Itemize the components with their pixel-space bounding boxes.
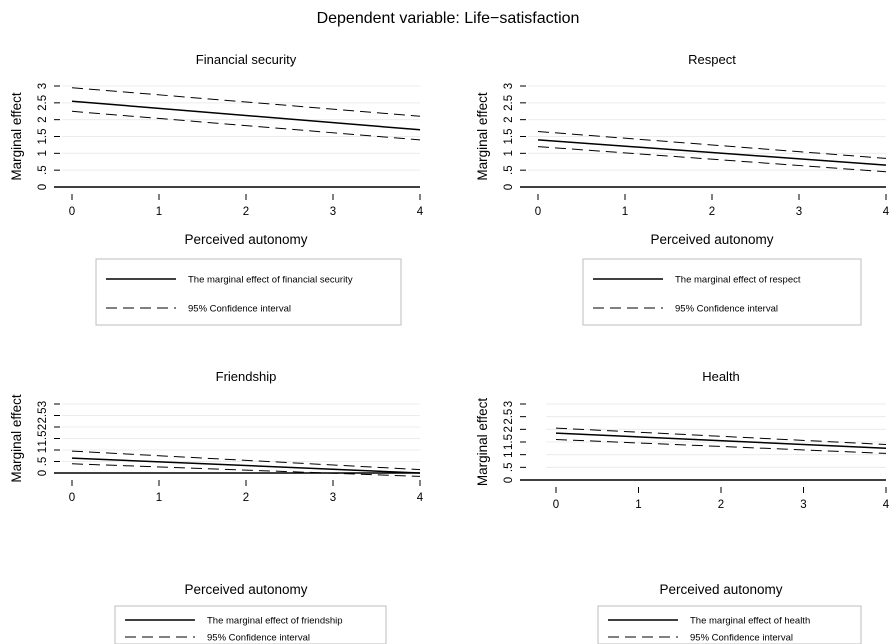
legend-box: [95, 258, 402, 326]
x-axis-title: Perceived autonomy: [650, 232, 773, 247]
x-tick-label: 3: [796, 206, 802, 218]
marginal-effect-line: [537, 139, 887, 166]
x-tick-label: 4: [883, 499, 890, 511]
y-tick-label: 1: [37, 150, 49, 156]
x-tick-label: 0: [69, 492, 75, 504]
x-tick-label: 1: [156, 206, 162, 218]
legend: The marginal effect of health 95% Confide…: [597, 605, 862, 644]
x-tick-label: 2: [709, 206, 715, 218]
y-axis-title: Marginal effect: [9, 394, 24, 483]
legend-label: The marginal effect of friendship: [207, 616, 343, 627]
y-tick-label: 0: [503, 477, 515, 483]
y-tick-label: 1.5: [503, 129, 515, 145]
y-tick-label: 0: [37, 470, 49, 476]
legend-label: 95% Confidence interval: [188, 304, 291, 315]
confidence-interval-line: [71, 450, 421, 471]
y-tick-label: 3: [503, 83, 515, 89]
x-tick-label: 0: [535, 206, 541, 218]
panel-respect: Respect 0 .5 1 1.5 2 2.5 3 Marginal effect 0 1 2 3 4 P…: [475, 52, 890, 326]
x-tick-label: 3: [800, 499, 806, 511]
panel-title: Friendship: [216, 369, 277, 384]
y-tick-label: 1.5: [503, 434, 515, 450]
legend-label: The marginal effect of health: [690, 616, 810, 627]
y-tick-label: 3: [37, 401, 49, 407]
panel-title: Health: [702, 369, 740, 384]
y-tick-label: .5: [503, 165, 515, 175]
y-tick-label: 1: [503, 451, 515, 457]
panel-title: Respect: [688, 52, 736, 67]
x-tick-label: 2: [243, 492, 249, 504]
y-tick-label: 2: [503, 426, 515, 432]
marginal-effect-line: [71, 457, 421, 474]
x-tick-label: 0: [69, 206, 75, 218]
marginal-effect-line: [71, 100, 421, 131]
legend: The marginal effect of friendship 95% Con…: [114, 605, 387, 644]
x-tick-label: 4: [883, 206, 890, 218]
x-axis-title: Perceived autonomy: [184, 232, 307, 247]
confidence-interval-line: [71, 87, 421, 117]
y-axis-title: Marginal effect: [475, 398, 490, 487]
y-tick-label: .5: [37, 165, 49, 175]
y-axis-title: Marginal effect: [475, 92, 490, 181]
y-tick-label: 1: [37, 447, 49, 453]
confidence-interval-line: [71, 110, 421, 141]
x-tick-label: 3: [330, 206, 336, 218]
x-axis-title: Perceived autonomy: [659, 582, 782, 597]
x-tick-label: 1: [156, 492, 162, 504]
y-tick-label: 2.5: [37, 408, 49, 424]
legend-box: [582, 258, 862, 326]
y-tick-label: 3: [503, 401, 515, 407]
y-tick-label: 0: [503, 184, 515, 190]
confidence-interval-line: [537, 131, 887, 159]
y-tick-label: .5: [503, 463, 515, 473]
y-tick-label: 2.5: [503, 409, 515, 425]
x-tick-label: 1: [635, 499, 641, 511]
y-tick-label: 2: [37, 424, 49, 430]
x-tick-label: 4: [417, 492, 424, 504]
legend-box: [114, 605, 387, 644]
figure-title: Dependent variable: Life−satisfaction: [317, 10, 580, 27]
legend-box: [597, 605, 862, 644]
x-tick-label: 0: [553, 499, 559, 511]
x-axis-title: Perceived autonomy: [184, 582, 307, 597]
legend: The marginal effect of respect 95% Confid…: [582, 258, 862, 326]
legend-label: 95% Confidence interval: [690, 633, 793, 644]
legend-label: The marginal effect of respect: [675, 275, 801, 286]
legend-label: The marginal effect of financial securit…: [188, 275, 353, 286]
y-tick-label: 2: [37, 116, 49, 122]
y-tick-label: .5: [37, 457, 49, 467]
confidence-interval-line: [555, 439, 887, 454]
y-tick-label: 1.5: [37, 431, 49, 447]
y-tick-label: 0: [37, 184, 49, 190]
panel-financial-security: Financial security 0 .5 1 1.5 2 2.5 3 Marginal e…: [9, 52, 424, 326]
x-tick-label: 1: [622, 206, 628, 218]
y-tick-label: 1.5: [37, 129, 49, 145]
y-tick-label: 3: [37, 83, 49, 89]
y-axis-title: Marginal effect: [9, 92, 24, 181]
x-tick-label: 4: [417, 206, 424, 218]
panel-title: Financial security: [196, 52, 297, 67]
legend-label: 95% Confidence interval: [675, 304, 778, 315]
x-tick-label: 3: [330, 492, 336, 504]
y-tick-label: 2: [503, 116, 515, 122]
y-tick-label: 1: [503, 150, 515, 156]
x-tick-label: 2: [718, 499, 724, 511]
marginal-effect-line: [555, 432, 887, 450]
confidence-interval-line: [537, 146, 887, 173]
x-tick-label: 2: [243, 206, 249, 218]
y-tick-label: 2.5: [503, 95, 515, 111]
y-tick-label: 2.5: [37, 95, 49, 111]
legend-label: 95% Confidence interval: [207, 633, 310, 644]
confidence-interval-line: [555, 427, 887, 445]
legend: The marginal effect of financial securit…: [95, 258, 402, 326]
confidence-interval-line: [71, 463, 421, 477]
